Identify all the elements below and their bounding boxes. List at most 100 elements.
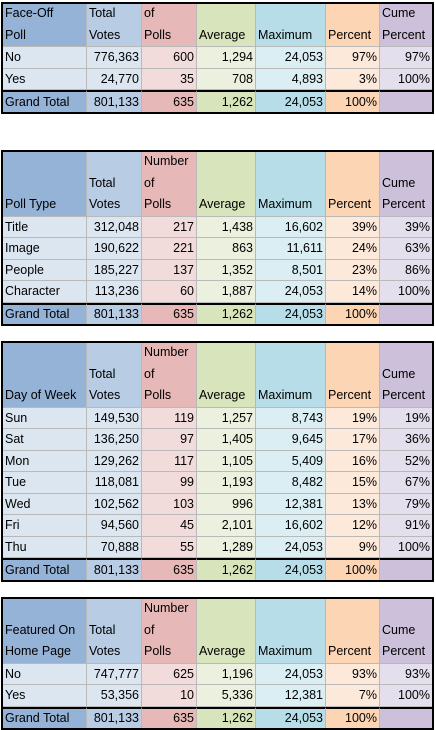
total-cume-percent[interactable]	[380, 302, 432, 324]
cell-cume-percent[interactable]: 93%	[380, 663, 432, 685]
cell-cume-percent[interactable]: 52%	[380, 450, 432, 472]
cell-maximum[interactable]: 8,482	[256, 472, 326, 494]
cell-percent[interactable]: 3%	[326, 68, 380, 90]
header-label[interactable]: Featured On Home Page	[3, 599, 87, 664]
total-label[interactable]: Grand Total	[3, 90, 87, 112]
cell-cume-percent[interactable]: 100%	[380, 281, 432, 303]
cell-cume-percent[interactable]: 19%	[380, 407, 432, 429]
cell-total-votes[interactable]: 129,262	[87, 450, 142, 472]
total-total-votes[interactable]: 801,133	[87, 558, 142, 580]
cell-label[interactable]: Yes	[3, 68, 87, 90]
cell-percent[interactable]: 39%	[326, 216, 380, 238]
header-percent[interactable]: Percent	[326, 152, 380, 217]
total-number-of-polls[interactable]: 635	[142, 90, 197, 112]
header-total-votes[interactable]: Total Votes	[87, 152, 142, 217]
cell-number-of-polls[interactable]: 117	[142, 450, 197, 472]
cell-average[interactable]: 1,257	[197, 407, 256, 429]
cell-maximum[interactable]: 16,602	[256, 216, 326, 238]
cell-percent[interactable]: 14%	[326, 281, 380, 303]
total-number-of-polls[interactable]: 635	[142, 302, 197, 324]
cell-number-of-polls[interactable]: 45	[142, 515, 197, 537]
header-total-votes[interactable]: Total Votes	[87, 343, 142, 408]
cell-label[interactable]: Mon	[3, 450, 87, 472]
cell-label[interactable]: Yes	[3, 685, 87, 707]
cell-total-votes[interactable]: 136,250	[87, 429, 142, 451]
header-total-votes[interactable]: Total Votes	[87, 4, 142, 47]
header-cume-percent[interactable]: Cume Percent	[380, 4, 432, 47]
cell-total-votes[interactable]: 190,622	[87, 238, 142, 260]
cell-average[interactable]: 1,294	[197, 47, 256, 69]
cell-percent[interactable]: 24%	[326, 238, 380, 260]
cell-number-of-polls[interactable]: 35	[142, 68, 197, 90]
total-total-votes[interactable]: 801,133	[87, 90, 142, 112]
cell-label[interactable]: No	[3, 663, 87, 685]
cell-average[interactable]: 708	[197, 68, 256, 90]
header-maximum[interactable]: Maximum	[256, 343, 326, 408]
cell-maximum[interactable]: 5,409	[256, 450, 326, 472]
cell-average[interactable]: 1,405	[197, 429, 256, 451]
total-percent[interactable]: 100%	[326, 558, 380, 580]
header-cume-percent[interactable]: Cume Percent	[380, 343, 432, 408]
cell-label[interactable]: Sat	[3, 429, 87, 451]
cell-number-of-polls[interactable]: 217	[142, 216, 197, 238]
header-percent[interactable]: Percent	[326, 343, 380, 408]
cell-average[interactable]: 1,289	[197, 536, 256, 558]
header-maximum[interactable]: Maximum	[256, 599, 326, 664]
total-maximum[interactable]: 24,053	[256, 706, 326, 728]
header-average[interactable]: Average	[197, 599, 256, 664]
cell-maximum[interactable]: 4,893	[256, 68, 326, 90]
total-average[interactable]: 1,262	[197, 90, 256, 112]
header-percent[interactable]: Percent	[326, 4, 380, 47]
cell-cume-percent[interactable]: 79%	[380, 493, 432, 515]
cell-cume-percent[interactable]: 36%	[380, 429, 432, 451]
cell-maximum[interactable]: 24,053	[256, 663, 326, 685]
cell-label[interactable]: Thu	[3, 536, 87, 558]
cell-number-of-polls[interactable]: 625	[142, 663, 197, 685]
cell-maximum[interactable]: 9,645	[256, 429, 326, 451]
cell-number-of-polls[interactable]: 10	[142, 685, 197, 707]
cell-average[interactable]: 2,101	[197, 515, 256, 537]
cell-percent[interactable]: 17%	[326, 429, 380, 451]
cell-number-of-polls[interactable]: 97	[142, 429, 197, 451]
cell-maximum[interactable]: 8,743	[256, 407, 326, 429]
cell-cume-percent[interactable]: 39%	[380, 216, 432, 238]
cell-percent[interactable]: 97%	[326, 47, 380, 69]
cell-total-votes[interactable]: 53,356	[87, 685, 142, 707]
cell-total-votes[interactable]: 149,530	[87, 407, 142, 429]
cell-percent[interactable]: 93%	[326, 663, 380, 685]
cell-number-of-polls[interactable]: 119	[142, 407, 197, 429]
cell-cume-percent[interactable]: 100%	[380, 685, 432, 707]
header-cume-percent[interactable]: Cume Percent	[380, 152, 432, 217]
total-number-of-polls[interactable]: 635	[142, 558, 197, 580]
cell-total-votes[interactable]: 24,770	[87, 68, 142, 90]
cell-maximum[interactable]: 8,501	[256, 259, 326, 281]
cell-total-votes[interactable]: 118,081	[87, 472, 142, 494]
cell-average[interactable]: 1,887	[197, 281, 256, 303]
cell-label[interactable]: Character	[3, 281, 87, 303]
total-percent[interactable]: 100%	[326, 302, 380, 324]
cell-label[interactable]: People	[3, 259, 87, 281]
total-cume-percent[interactable]	[380, 558, 432, 580]
cell-number-of-polls[interactable]: 103	[142, 493, 197, 515]
header-average[interactable]: Average	[197, 4, 256, 47]
cell-total-votes[interactable]: 94,560	[87, 515, 142, 537]
cell-maximum[interactable]: 24,053	[256, 281, 326, 303]
cell-number-of-polls[interactable]: 221	[142, 238, 197, 260]
header-number-of-polls[interactable]: Number of Polls	[142, 4, 197, 47]
total-average[interactable]: 1,262	[197, 558, 256, 580]
cell-cume-percent[interactable]: 100%	[380, 536, 432, 558]
cell-total-votes[interactable]: 70,888	[87, 536, 142, 558]
total-average[interactable]: 1,262	[197, 302, 256, 324]
cell-cume-percent[interactable]: 63%	[380, 238, 432, 260]
header-average[interactable]: Average	[197, 152, 256, 217]
header-total-votes[interactable]: Total Votes	[87, 599, 142, 664]
cell-number-of-polls[interactable]: 60	[142, 281, 197, 303]
cell-total-votes[interactable]: 185,227	[87, 259, 142, 281]
header-number-of-polls[interactable]: Number of Polls	[142, 343, 197, 408]
cell-total-votes[interactable]: 747,777	[87, 663, 142, 685]
cell-number-of-polls[interactable]: 600	[142, 47, 197, 69]
cell-average[interactable]: 996	[197, 493, 256, 515]
cell-maximum[interactable]: 24,053	[256, 536, 326, 558]
header-average[interactable]: Average	[197, 343, 256, 408]
cell-average[interactable]: 1,193	[197, 472, 256, 494]
